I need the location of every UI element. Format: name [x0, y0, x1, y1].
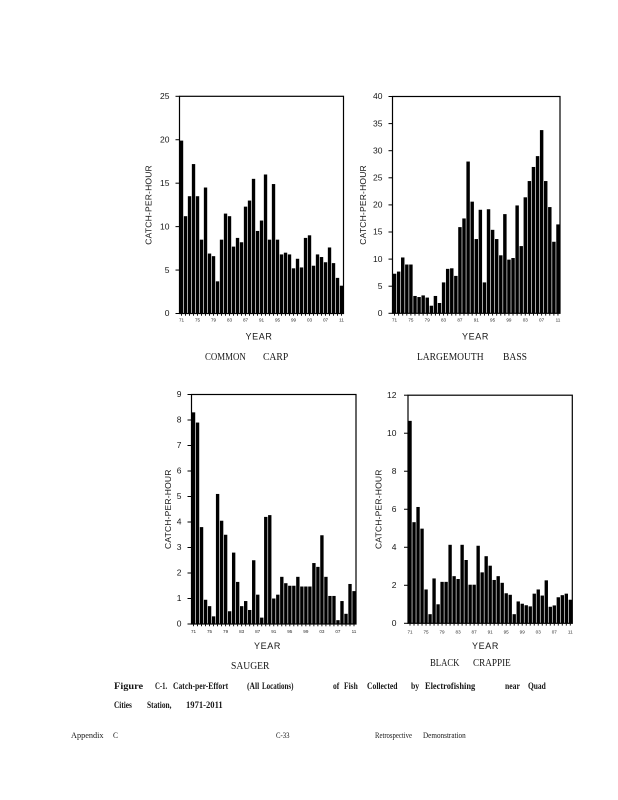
svg-text:91: 91	[259, 318, 265, 323]
svg-text:87: 87	[255, 629, 261, 634]
svg-text:87: 87	[243, 318, 249, 323]
svg-text:71: 71	[191, 629, 197, 634]
svg-text:3: 3	[177, 542, 182, 552]
svg-text:15: 15	[160, 178, 170, 188]
svg-text:0: 0	[165, 308, 170, 318]
svg-text:CATCH-PER-HOUR: CATCH-PER-HOUR	[163, 469, 173, 549]
svg-text:0: 0	[378, 308, 383, 318]
svg-text:83: 83	[239, 629, 245, 634]
svg-text:1: 1	[177, 593, 182, 603]
svg-text:95: 95	[287, 629, 293, 634]
svg-text:91: 91	[474, 318, 480, 323]
svg-text:20: 20	[373, 200, 383, 210]
svg-text:07: 07	[539, 318, 545, 323]
svg-text:10: 10	[387, 428, 397, 438]
svg-text:0: 0	[392, 618, 397, 628]
svg-text:11: 11	[352, 629, 357, 634]
svg-text:95: 95	[275, 318, 281, 323]
svg-text:0: 0	[177, 619, 182, 629]
svg-text:8: 8	[392, 466, 397, 476]
svg-text:03: 03	[319, 629, 325, 634]
svg-text:4: 4	[392, 542, 397, 552]
svg-text:91: 91	[488, 629, 494, 634]
svg-text:03: 03	[523, 318, 529, 323]
svg-text:15: 15	[373, 227, 383, 237]
svg-text:2: 2	[392, 580, 397, 590]
svg-text:91: 91	[271, 629, 277, 634]
svg-text:10: 10	[160, 221, 170, 231]
svg-text:35: 35	[373, 118, 383, 128]
svg-text:11: 11	[568, 629, 573, 634]
svg-text:99: 99	[303, 629, 309, 634]
svg-text:07: 07	[335, 629, 341, 634]
svg-text:83: 83	[456, 629, 462, 634]
svg-text:5: 5	[165, 265, 170, 275]
svg-text:7: 7	[177, 440, 182, 450]
svg-text:5: 5	[177, 491, 182, 501]
svg-text:40: 40	[373, 91, 383, 101]
svg-text:20: 20	[160, 134, 170, 144]
svg-text:79: 79	[211, 318, 217, 323]
svg-text:CATCH-PER-HOUR: CATCH-PER-HOUR	[358, 165, 368, 245]
svg-text:CATCH-PER-HOUR: CATCH-PER-HOUR	[144, 165, 154, 245]
svg-text:95: 95	[490, 318, 496, 323]
svg-text:8: 8	[177, 415, 182, 425]
svg-text:95: 95	[504, 629, 510, 634]
svg-text:CATCH-PER-HOUR: CATCH-PER-HOUR	[374, 469, 384, 549]
svg-text:25: 25	[373, 173, 383, 183]
svg-text:99: 99	[291, 318, 297, 323]
svg-text:9: 9	[177, 389, 182, 399]
svg-text:79: 79	[223, 629, 229, 634]
svg-text:75: 75	[195, 318, 201, 323]
svg-text:99: 99	[506, 318, 512, 323]
svg-text:87: 87	[457, 318, 463, 323]
svg-text:6: 6	[177, 466, 182, 476]
svg-text:YEAR: YEAR	[246, 332, 273, 342]
svg-text:75: 75	[408, 318, 414, 323]
svg-text:YEAR: YEAR	[472, 641, 499, 651]
svg-text:YEAR: YEAR	[254, 641, 281, 651]
svg-text:6: 6	[392, 504, 397, 514]
svg-text:87: 87	[472, 629, 478, 634]
svg-text:83: 83	[441, 318, 447, 323]
svg-text:79: 79	[425, 318, 431, 323]
svg-text:07: 07	[323, 318, 329, 323]
svg-text:11: 11	[556, 318, 561, 323]
svg-text:07: 07	[552, 629, 558, 634]
svg-text:YEAR: YEAR	[462, 332, 489, 342]
svg-text:75: 75	[207, 629, 213, 634]
svg-text:25: 25	[160, 91, 170, 101]
svg-text:75: 75	[423, 629, 429, 634]
svg-text:12: 12	[387, 390, 397, 400]
svg-text:71: 71	[392, 318, 398, 323]
svg-text:71: 71	[179, 318, 185, 323]
svg-text:03: 03	[307, 318, 313, 323]
svg-text:30: 30	[373, 145, 383, 155]
svg-text:4: 4	[177, 517, 182, 527]
svg-text:79: 79	[439, 629, 445, 634]
svg-text:10: 10	[373, 254, 383, 264]
svg-text:5: 5	[378, 281, 383, 291]
svg-text:99: 99	[520, 629, 526, 634]
svg-text:11: 11	[339, 318, 344, 323]
svg-text:03: 03	[536, 629, 542, 634]
svg-text:83: 83	[227, 318, 233, 323]
svg-text:2: 2	[177, 568, 182, 578]
svg-text:71: 71	[407, 629, 413, 634]
